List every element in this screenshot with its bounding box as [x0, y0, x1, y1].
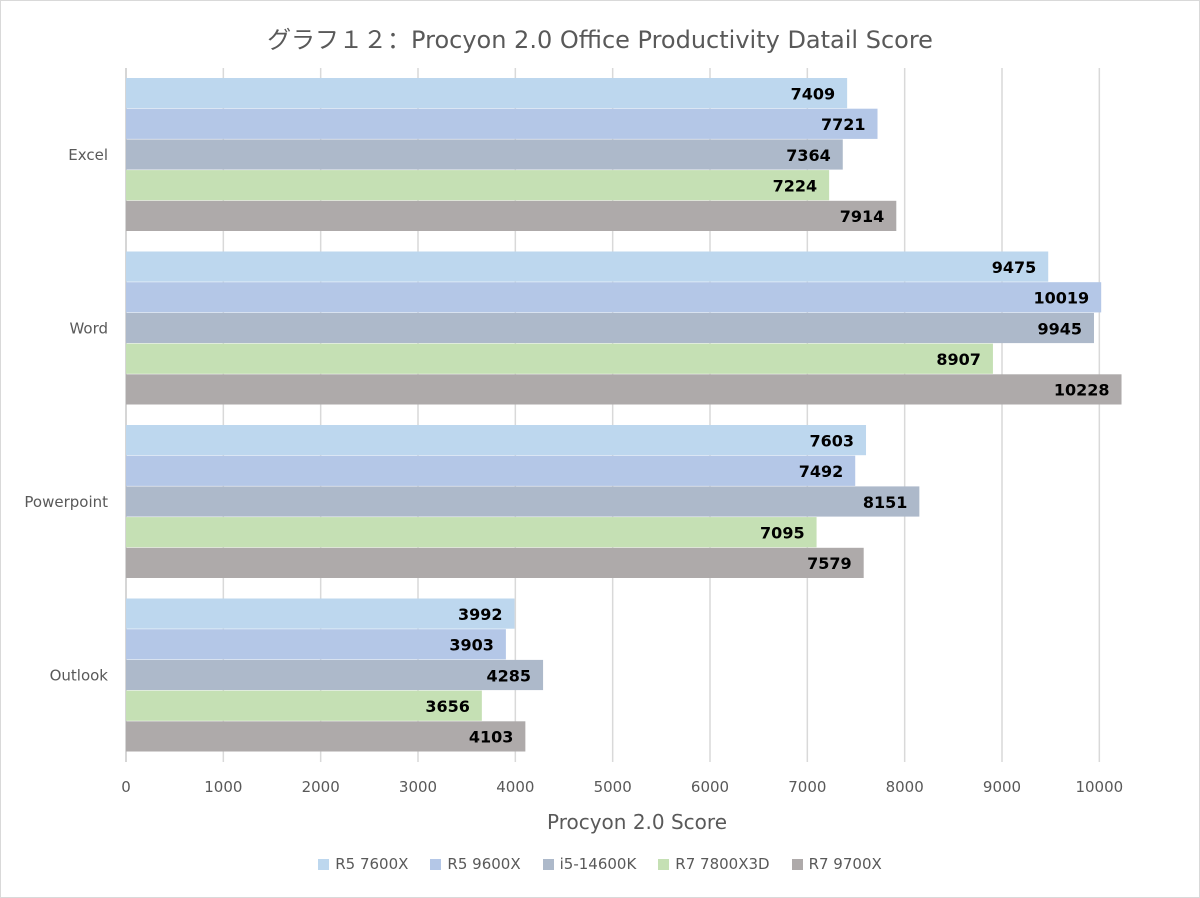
legend-item-i5-14600k: i5-14600K	[542, 855, 637, 873]
data-label-outlook-i5-14600k: 4285	[487, 666, 532, 685]
x-tick-label-3000: 3000	[399, 778, 437, 796]
data-label-outlook-r5-7600x: 3992	[458, 605, 503, 624]
bar-outlook-i5-14600k	[126, 659, 544, 691]
x-tick-label-4000: 4000	[496, 778, 534, 796]
legend-item-r5-9600x: R5 9600X	[430, 855, 521, 873]
data-label-word-r5-9600x: 10019	[1034, 289, 1090, 308]
bar-outlook-r5-9600x	[126, 629, 506, 660]
bar-powerpoint-r5-7600x	[126, 425, 867, 456]
data-label-word-r5-7600x: 9475	[992, 258, 1037, 277]
y-tick-label-outlook: Outlook	[50, 666, 109, 684]
data-label-powerpoint-r7-7800x3d: 7095	[760, 523, 805, 542]
x-tick-label-9000: 9000	[983, 778, 1021, 796]
x-tick-label-5000: 5000	[594, 778, 632, 796]
x-tick-label-2000: 2000	[302, 778, 340, 796]
data-label-excel-r5-9600x: 7721	[821, 115, 866, 134]
bar-word-r7-9700x	[126, 374, 1122, 405]
bar-outlook-r7-9700x	[126, 721, 526, 752]
legend-swatch	[318, 858, 330, 870]
legend-swatch	[430, 858, 442, 870]
data-label-excel-i5-14600k: 7364	[786, 146, 831, 165]
x-tick-label-1000: 1000	[204, 778, 242, 796]
chart-title: グラフ１２：Procyon 2.0 Office Productivity Da…	[267, 26, 933, 54]
y-tick-label-powerpoint: Powerpoint	[24, 493, 108, 511]
bar-outlook-r7-7800x3d	[126, 690, 482, 721]
x-tick-label-10000: 10000	[1075, 778, 1123, 796]
legend-label: R5 7600X	[335, 855, 409, 873]
legend-swatch	[791, 858, 803, 870]
legend-swatch	[658, 858, 670, 870]
bar-powerpoint-r7-9700x	[126, 547, 864, 578]
x-tick-label-7000: 7000	[788, 778, 826, 796]
legend-item-r7-7800x3d: R7 7800X3D	[658, 855, 770, 873]
data-label-outlook-r5-9600x: 3903	[449, 636, 494, 655]
bar-word-r5-7600x	[126, 251, 1049, 282]
data-label-word-r7-9700x: 10228	[1054, 381, 1110, 400]
data-label-powerpoint-i5-14600k: 8151	[863, 493, 908, 512]
x-tick-label-0: 0	[121, 778, 131, 796]
y-tick-label-word: Word	[69, 319, 108, 337]
legend-label: R7 9700X	[808, 855, 882, 873]
data-label-powerpoint-r7-9700x: 7579	[807, 554, 852, 573]
legend-item-r7-9700x: R7 9700X	[791, 855, 882, 873]
data-label-word-i5-14600k: 9945	[1037, 319, 1082, 338]
data-label-excel-r7-7800x3d: 7224	[773, 176, 818, 195]
legend-item-r5-7600x: R5 7600X	[318, 855, 408, 873]
bar-outlook-r5-7600x	[126, 598, 515, 629]
bar-powerpoint-i5-14600k	[126, 486, 920, 517]
legend: R5 7600X R5 9600X i5-14600K R7 7800X3D R7 97…	[0, 855, 1200, 873]
bar-excel-r7-7800x3d	[126, 170, 830, 201]
legend-label: i5-14600K	[559, 855, 637, 873]
bar-excel-r5-7600x	[126, 78, 848, 109]
data-label-excel-r7-9700x: 7914	[840, 207, 885, 226]
data-label-powerpoint-r5-9600x: 7492	[799, 462, 844, 481]
x-tick-label-6000: 6000	[691, 778, 729, 796]
legend-label: R5 9600X	[447, 855, 521, 873]
legend-swatch	[542, 858, 554, 870]
data-label-excel-r5-7600x: 7409	[791, 84, 836, 103]
bar-word-r5-9600x	[126, 282, 1102, 313]
bar-excel-r5-9600x	[126, 108, 878, 139]
bar-excel-r7-9700x	[126, 200, 897, 231]
data-label-powerpoint-r5-7600x: 7603	[809, 431, 854, 450]
bar-powerpoint-r5-9600x	[126, 455, 856, 486]
x-axis-label: Procyon 2.0 Score	[546, 810, 727, 834]
legend-label: R7 7800X3D	[675, 855, 770, 873]
data-label-outlook-r7-7800x3d: 3656	[425, 697, 470, 716]
x-tick-label-8000: 8000	[886, 778, 924, 796]
y-tick-label-excel: Excel	[68, 146, 108, 164]
data-label-word-r7-7800x3d: 8907	[936, 350, 981, 369]
bar-excel-i5-14600k	[126, 139, 843, 170]
bar-word-i5-14600k	[126, 312, 1094, 344]
bar-powerpoint-r7-7800x3d	[126, 517, 817, 548]
data-label-outlook-r7-9700x: 4103	[469, 728, 514, 747]
bar-word-r7-7800x3d	[126, 343, 993, 374]
